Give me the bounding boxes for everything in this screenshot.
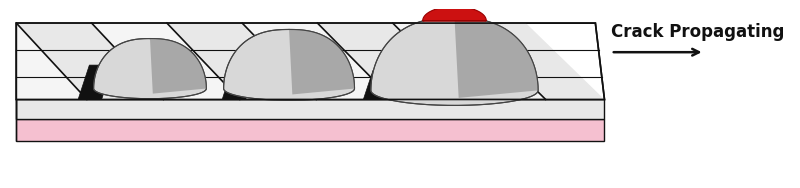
Polygon shape [224,30,354,100]
Polygon shape [454,18,538,98]
Polygon shape [16,99,605,119]
Polygon shape [422,6,486,21]
Polygon shape [242,23,393,99]
Polygon shape [222,67,256,99]
Polygon shape [468,23,605,99]
Polygon shape [16,23,87,99]
Polygon shape [16,23,605,99]
Polygon shape [94,39,206,99]
Text: Crack Propagating: Crack Propagating [611,23,784,41]
Polygon shape [363,70,396,99]
Polygon shape [16,23,163,99]
Polygon shape [92,23,240,99]
Polygon shape [167,23,316,99]
Polygon shape [318,23,470,99]
Polygon shape [16,119,605,141]
Polygon shape [371,18,538,105]
Polygon shape [289,30,354,94]
Polygon shape [393,23,546,99]
Polygon shape [78,65,113,99]
Polygon shape [150,39,206,94]
